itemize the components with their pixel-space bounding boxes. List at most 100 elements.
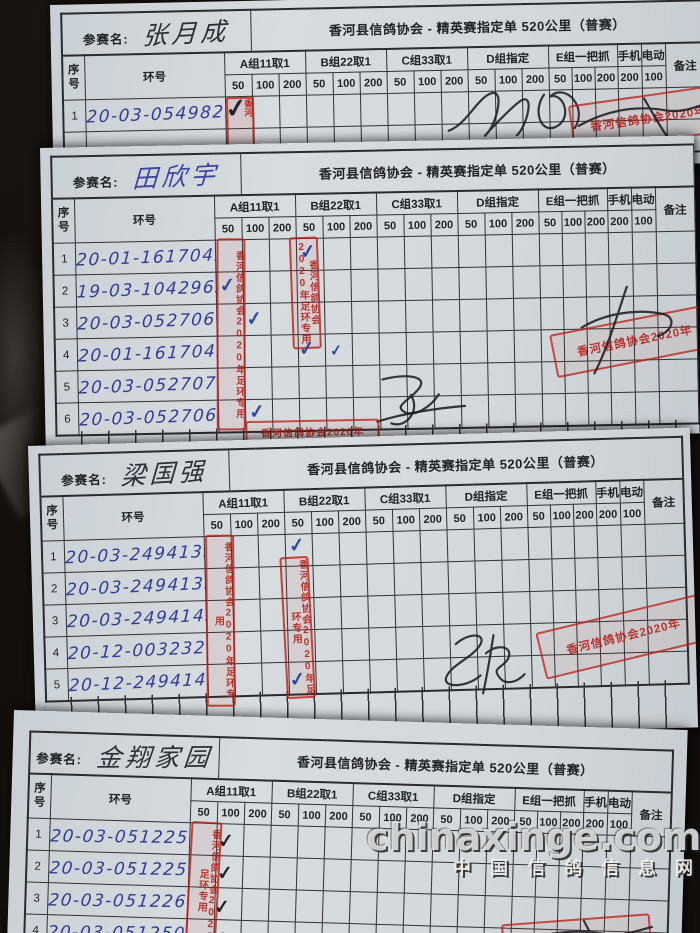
row-number: 2 — [25, 849, 49, 883]
ring-number-handwritten: 20-12-0032327 — [66, 636, 208, 664]
fee-cell: 50 — [526, 504, 551, 528]
grid-cell — [456, 894, 485, 928]
grid-cell — [432, 331, 461, 364]
ring-number-cell: 20-03-0512260. — [46, 882, 188, 919]
grid-cell — [351, 301, 379, 334]
fee-cell: 200 — [617, 66, 642, 89]
col-header-remark: 备注 — [654, 186, 696, 232]
grid-cell — [534, 865, 559, 898]
grid-cell — [332, 94, 361, 127]
grid-cell — [473, 528, 502, 562]
grid-cell — [457, 234, 486, 268]
grid-cell — [320, 922, 349, 933]
col-header-electric: 电动 — [607, 790, 632, 814]
fee-cell: 200 — [324, 804, 353, 828]
grid-cell — [557, 865, 582, 899]
ring-number-cell: 20-03-2494143 — [65, 600, 207, 637]
col-header-group-d: D组指定 — [433, 785, 515, 811]
col-header-group-b: B组22取1 — [294, 192, 377, 217]
grid-cell — [312, 564, 341, 598]
col-header-ring: 环号 — [49, 774, 192, 823]
ring-number-handwritten: 19-03-1042963 — [75, 276, 217, 303]
row-number: 1 — [62, 99, 86, 133]
col-header-group-e: E组一把抓 — [526, 481, 596, 506]
ring-number-handwritten: 20-03-0527066 — [76, 308, 217, 335]
ring-number-handwritten: 20-03-0512254 — [48, 825, 190, 848]
grid-cell — [474, 560, 503, 594]
grid-cell — [459, 330, 488, 364]
col-header-group-a: A组11取1 — [202, 489, 284, 515]
grid-cell — [376, 236, 405, 270]
grid-cell — [455, 926, 484, 933]
grid-cell — [321, 890, 350, 924]
fee-cell: 50 — [432, 807, 461, 831]
ring-number-handwritten: 20-01-1617042 — [75, 244, 216, 271]
grid-cell — [266, 921, 295, 933]
grid-cell — [404, 829, 433, 862]
grid-cell — [404, 268, 432, 301]
grid-cell — [539, 297, 564, 330]
grid-cell — [233, 631, 262, 664]
col-header-remark: 备注 — [664, 42, 700, 88]
grid-cell — [295, 857, 324, 891]
grid-cell — [348, 891, 377, 925]
grid-cell — [607, 232, 633, 265]
fee-cell: 50 — [457, 212, 485, 236]
col-header-group-d: D组指定 — [456, 189, 539, 214]
grid-cell — [538, 233, 563, 266]
ring-number-cell: 20-03-2494132 — [64, 568, 206, 605]
fee-cell: 50 — [351, 805, 380, 829]
grid-cell — [628, 867, 670, 902]
grid-cell — [475, 592, 504, 626]
grid-cell — [350, 827, 379, 861]
form-sheet-1: 参赛名: 张月成 香河县信鸽协会 - 精英赛指定单 520公里（普赛） 序号 环… — [50, 0, 700, 177]
grid-cell — [278, 95, 307, 128]
grid-cell — [431, 267, 459, 301]
grid-cell — [484, 863, 513, 897]
row-number: 4 — [23, 913, 47, 933]
fee-cell: 50 — [295, 216, 323, 239]
grid-cell — [401, 925, 430, 933]
grid-cell — [314, 628, 343, 662]
fee-cell: 100 — [216, 801, 245, 825]
ring-number-handwritten: 20-03-0527062 — [78, 404, 219, 431]
ring-number-cell: 20-03-0512502. — [45, 914, 187, 933]
grid-cell — [323, 826, 352, 860]
grid-cell — [268, 857, 297, 890]
fee-cell: 100 — [631, 209, 656, 233]
col-header-group-b: B组22取1 — [271, 780, 354, 806]
grid-cell — [322, 237, 351, 271]
grid-cell — [486, 330, 515, 363]
grid-cell — [293, 921, 322, 933]
col-header-ring: 环号 — [73, 195, 215, 243]
grid-cell — [430, 861, 459, 895]
row-number: 4 — [44, 636, 68, 670]
grid-cell — [428, 925, 457, 933]
grid-cell — [230, 535, 259, 568]
grid-cell — [419, 529, 448, 563]
grid-cell — [350, 269, 379, 302]
grid-cell — [447, 561, 476, 594]
fee-cell: 100 — [561, 211, 585, 234]
ring-number-handwritten: 20-03-2494143 — [66, 604, 207, 632]
grid-cell — [528, 558, 553, 592]
fee-cell: 50 — [214, 217, 242, 241]
fee-cell: 100 — [332, 72, 360, 95]
grid-cell — [431, 299, 460, 332]
col-header-group-a: A组11取1 — [224, 50, 306, 75]
fee-cell: 200 — [499, 505, 528, 529]
grid-cell — [271, 366, 299, 400]
grid-cell — [551, 558, 576, 591]
col-header-phone: 手机 — [583, 789, 608, 814]
ring-number-cell: 19-03-1042963 — [75, 272, 217, 307]
grid-cell — [485, 266, 513, 299]
grid-cell — [311, 532, 340, 566]
grid-cell — [645, 555, 687, 589]
grid-cell — [620, 524, 646, 557]
fee-cell: 100 — [378, 806, 407, 830]
fee-cell: 200 — [511, 211, 539, 235]
entrant-label: 参赛名: — [36, 751, 83, 768]
col-header-no: 序号 — [27, 773, 52, 819]
grid-cell — [501, 559, 530, 593]
